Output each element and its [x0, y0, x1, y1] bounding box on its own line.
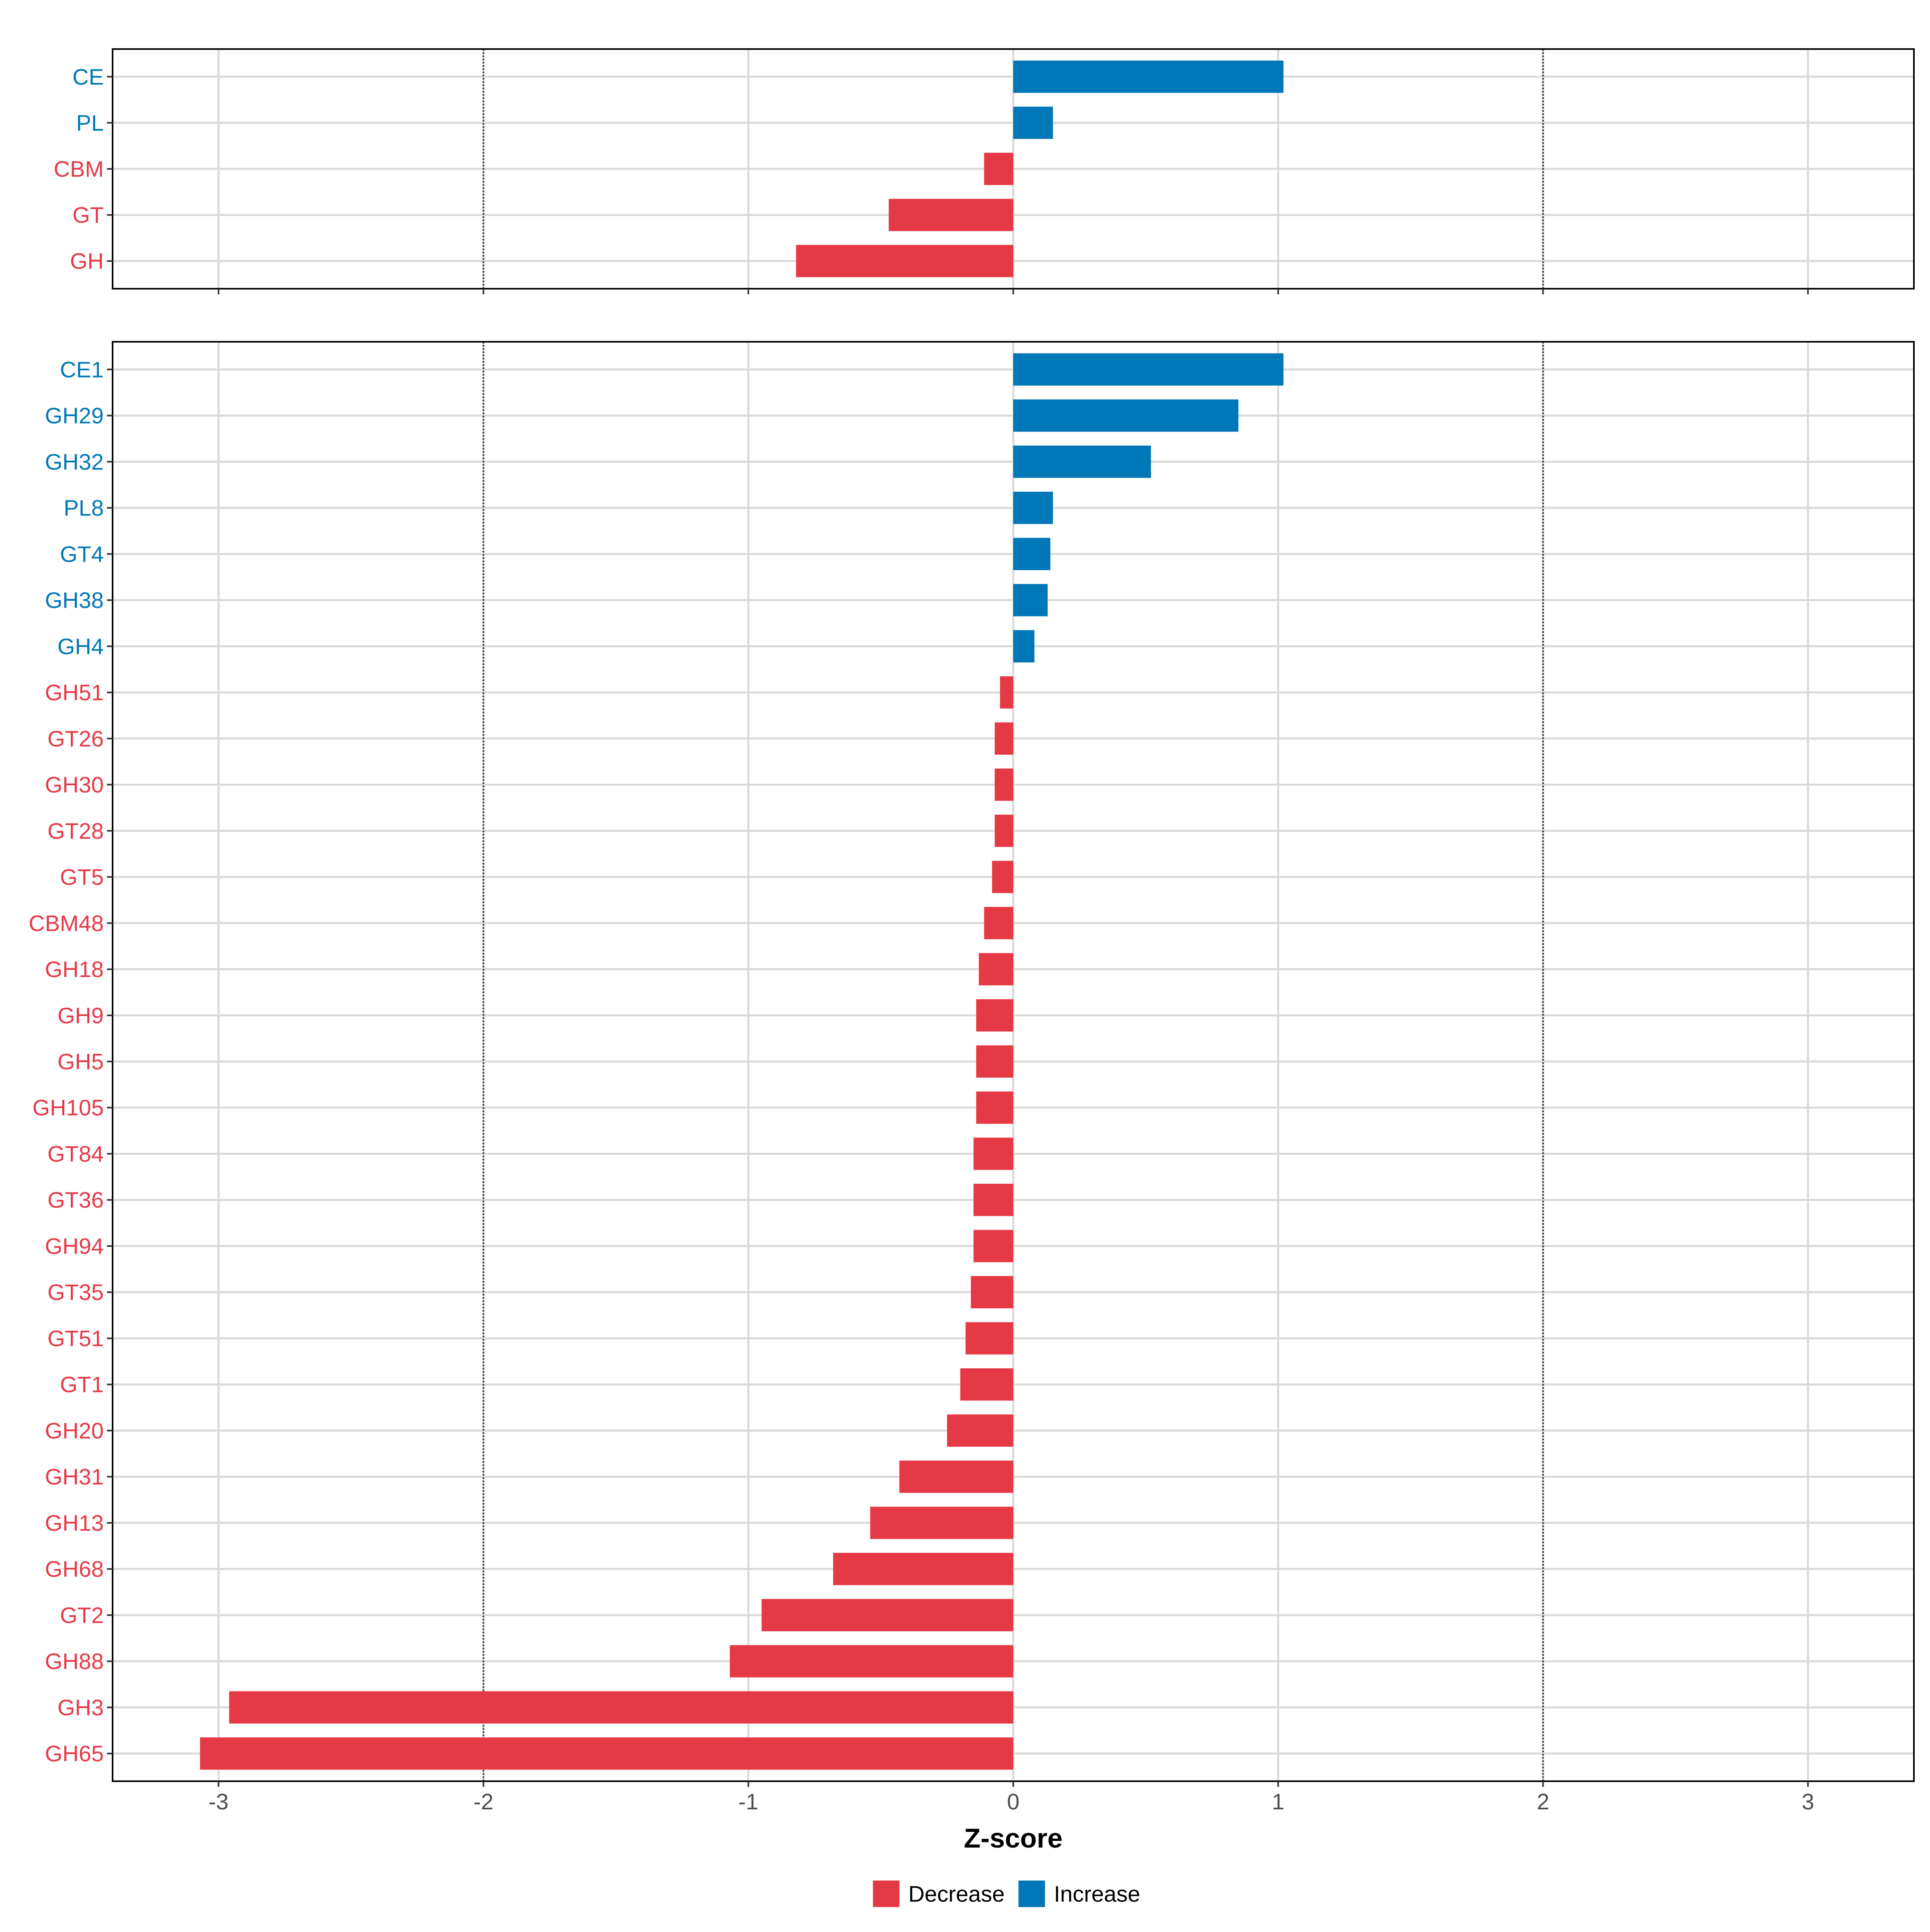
category-label-gt: GT — [72, 202, 104, 228]
x-tick-label: -3 — [209, 1789, 229, 1814]
category-label-gh31: GH31 — [45, 1464, 104, 1489]
bar-pl — [1013, 107, 1053, 139]
category-label-cbm48: CBM48 — [29, 910, 104, 936]
category-label-gh65: GH65 — [45, 1741, 104, 1766]
bar-gh18 — [979, 953, 1013, 986]
category-label-pl: PL — [76, 110, 104, 136]
bar-gh13 — [870, 1507, 1013, 1539]
legend-swatch-decrease — [873, 1881, 899, 1907]
category-label-pl8: PL8 — [64, 495, 104, 521]
category-label-gh38: GH38 — [45, 587, 104, 613]
category-label-cbm: CBM — [54, 156, 104, 182]
x-tick-label: 2 — [1537, 1789, 1549, 1814]
bar-ce — [1013, 60, 1283, 93]
bar-gt5 — [992, 860, 1013, 893]
legend: Decrease Increase — [873, 1881, 1140, 1907]
category-label-gh88: GH88 — [45, 1649, 104, 1674]
category-label-gt84: GT84 — [47, 1141, 104, 1166]
bar-cbm — [984, 152, 1013, 185]
bar-gh38 — [1013, 584, 1048, 616]
bar-gt35 — [971, 1276, 1013, 1308]
category-label-gh13: GH13 — [45, 1510, 104, 1536]
category-label-gt2: GT2 — [60, 1602, 104, 1628]
category-label-gt51: GT51 — [47, 1326, 104, 1351]
bar-gt28 — [994, 815, 1013, 847]
bar-cbm48 — [984, 907, 1013, 939]
bar-gh68 — [833, 1553, 1013, 1585]
bar-gh20 — [947, 1414, 1013, 1447]
bar-gt4 — [1013, 538, 1051, 570]
bar-gh5 — [976, 1045, 1013, 1078]
bar-gh9 — [976, 999, 1013, 1032]
bar-gt2 — [762, 1599, 1013, 1632]
category-label-gh: GH — [70, 248, 104, 274]
category-label-ce1: CE1 — [60, 357, 104, 382]
category-label-gh9: GH9 — [57, 1003, 104, 1028]
bar-gt51 — [965, 1322, 1013, 1355]
bar-gh3 — [229, 1691, 1013, 1724]
x-tick-label: -1 — [738, 1789, 758, 1814]
category-label-gh51: GH51 — [45, 680, 104, 705]
bar-gt26 — [994, 722, 1013, 755]
category-label-gh5: GH5 — [57, 1049, 104, 1074]
legend-label-increase: Increase — [1054, 1881, 1140, 1907]
x-axis-title: Z-score — [964, 1823, 1063, 1854]
legend-label-decrease: Decrease — [908, 1881, 1005, 1907]
category-label-gh4: GH4 — [57, 634, 104, 659]
bar-gh94 — [973, 1230, 1013, 1263]
bar-gh30 — [994, 768, 1013, 801]
bar-gh105 — [976, 1091, 1013, 1124]
category-label-gh105: GH105 — [33, 1095, 104, 1120]
category-label-gh20: GH20 — [45, 1418, 104, 1443]
category-label-gt28: GT28 — [47, 818, 104, 844]
bar-gh31 — [899, 1460, 1013, 1493]
x-tick-label: 1 — [1272, 1789, 1284, 1814]
bar-gt84 — [973, 1137, 1013, 1170]
bar-gh — [796, 245, 1013, 277]
category-label-gt36: GT36 — [47, 1187, 104, 1213]
category-label-gt1: GT1 — [60, 1372, 104, 1397]
category-label-gt35: GT35 — [47, 1279, 104, 1305]
bar-gh88 — [730, 1645, 1013, 1677]
category-label-gt5: GT5 — [60, 864, 104, 890]
bottom-panel: CE1GH29GH32PL8GT4GH38GH4GH51GT26GH30GT28… — [29, 341, 1915, 1814]
category-label-gh29: GH29 — [45, 403, 104, 428]
category-label-gt4: GT4 — [60, 541, 104, 567]
bar-gt1 — [960, 1368, 1013, 1401]
category-label-gh3: GH3 — [57, 1695, 104, 1720]
bar-gh65 — [200, 1737, 1014, 1770]
bar-gt — [889, 199, 1013, 231]
bar-ce1 — [1013, 353, 1283, 386]
category-label-gt26: GT26 — [47, 726, 104, 751]
x-tick-label: 3 — [1802, 1789, 1814, 1814]
category-label-ce: CE — [72, 64, 104, 89]
bar-gh29 — [1013, 399, 1238, 432]
x-tick-label: 0 — [1007, 1789, 1019, 1814]
bar-pl8 — [1013, 491, 1053, 524]
x-tick-label: -2 — [473, 1789, 493, 1814]
category-label-gh68: GH68 — [45, 1556, 104, 1582]
category-label-gh94: GH94 — [45, 1233, 104, 1259]
bar-gh51 — [1000, 676, 1013, 709]
legend-swatch-increase — [1018, 1881, 1045, 1907]
bar-gt36 — [973, 1184, 1013, 1216]
category-label-gh32: GH32 — [45, 449, 104, 474]
category-label-gh30: GH30 — [45, 772, 104, 797]
category-label-gh18: GH18 — [45, 957, 104, 982]
bar-gh32 — [1013, 446, 1151, 478]
top-panel: CE PL CBM GT GH — [54, 48, 1915, 294]
bar-gh4 — [1013, 630, 1035, 663]
